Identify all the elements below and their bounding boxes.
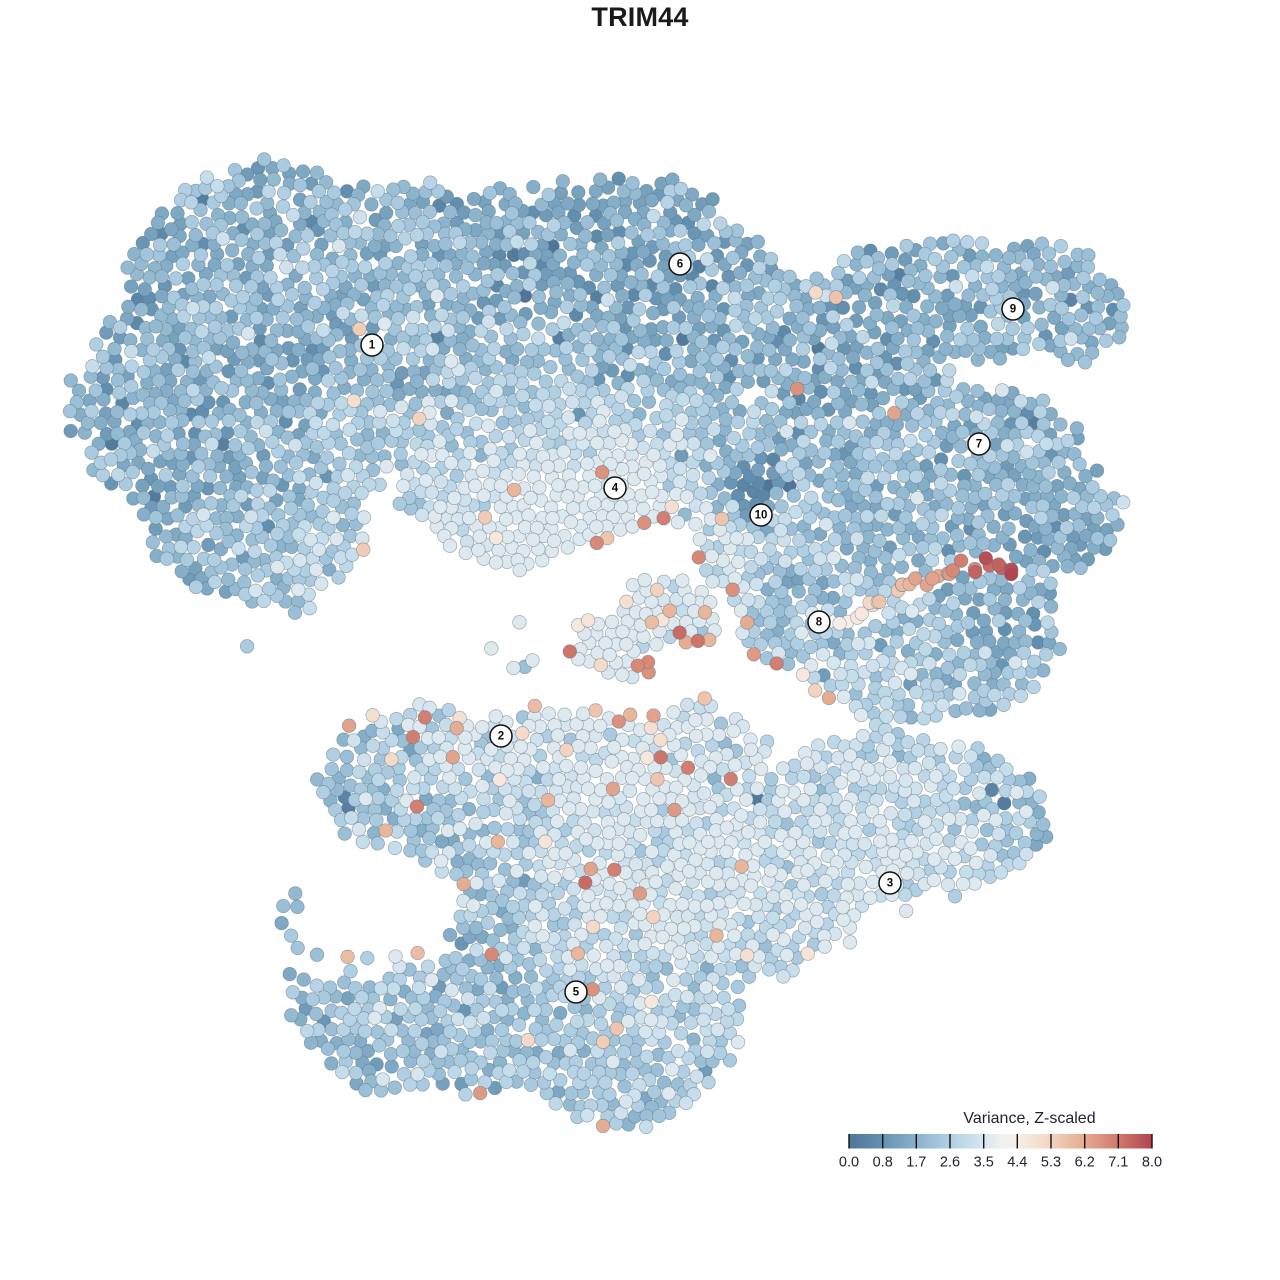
svg-text:6.2: 6.2: [1075, 1155, 1095, 1171]
svg-text:1: 1: [369, 340, 376, 352]
svg-text:7.1: 7.1: [1108, 1155, 1128, 1171]
svg-text:10: 10: [755, 510, 768, 522]
svg-text:8.0: 8.0: [1142, 1155, 1162, 1171]
svg-text:5.3: 5.3: [1041, 1155, 1061, 1171]
svg-text:3: 3: [887, 878, 893, 890]
svg-text:0.0: 0.0: [839, 1155, 859, 1171]
svg-text:2: 2: [498, 731, 504, 743]
svg-text:7: 7: [976, 439, 982, 451]
svg-text:4.4: 4.4: [1007, 1155, 1027, 1171]
svg-text:5: 5: [573, 987, 580, 999]
svg-text:1.7: 1.7: [906, 1155, 926, 1171]
svg-text:3.5: 3.5: [974, 1155, 994, 1171]
svg-text:Variance, Z-scaled: Variance, Z-scaled: [963, 1110, 1095, 1127]
svg-text:6: 6: [677, 259, 683, 271]
svg-text:9: 9: [1010, 304, 1016, 316]
svg-text:8: 8: [816, 617, 823, 629]
svg-text:4: 4: [612, 483, 619, 495]
svg-text:2.6: 2.6: [940, 1155, 960, 1171]
svg-text:0.8: 0.8: [873, 1155, 893, 1171]
